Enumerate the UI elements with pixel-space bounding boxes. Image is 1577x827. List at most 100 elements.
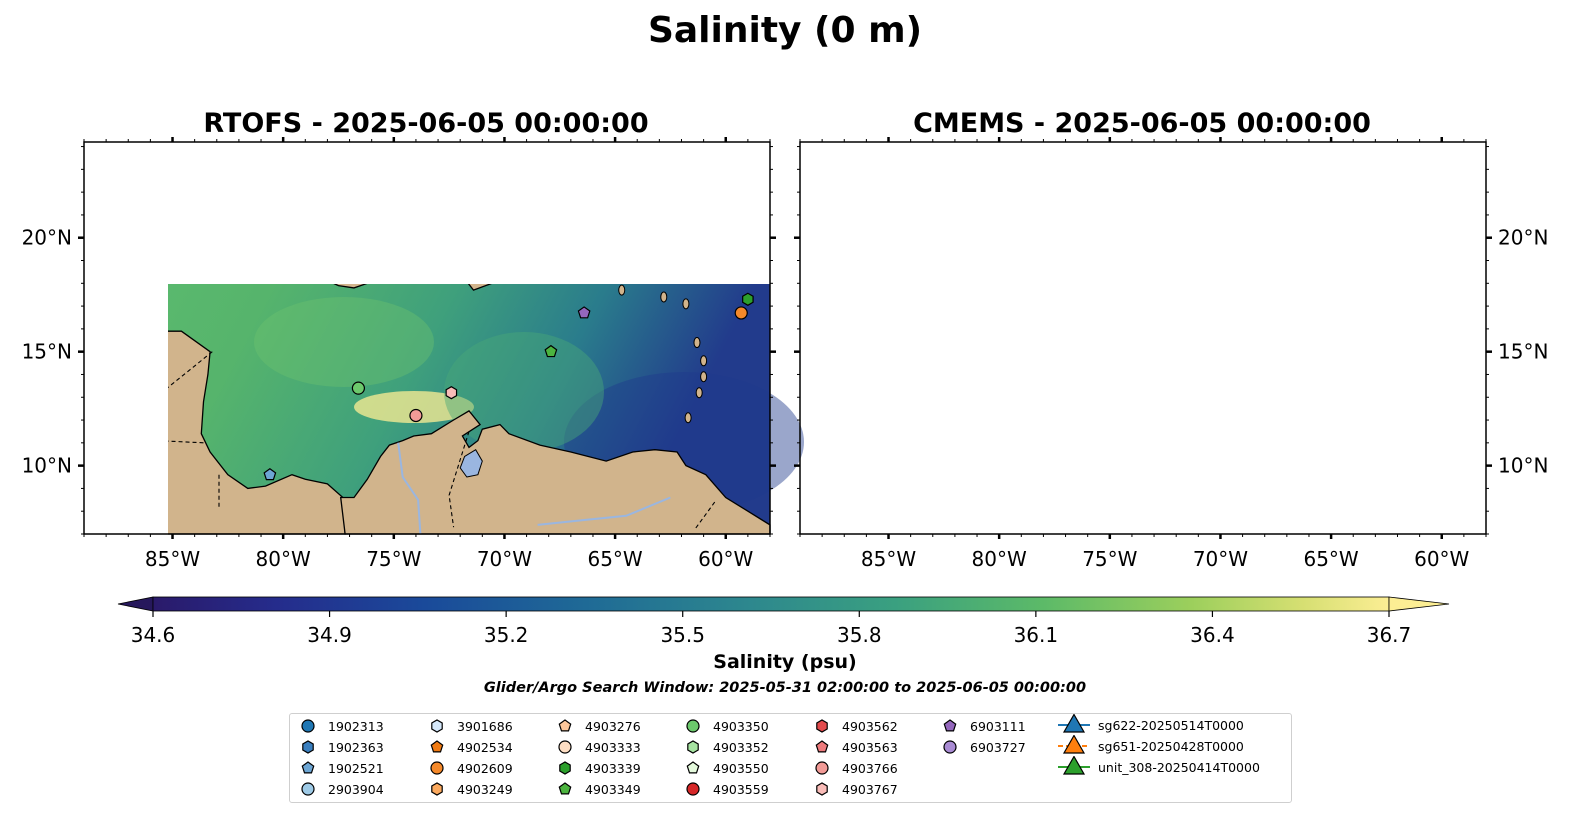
legend-marker-icon — [558, 782, 572, 795]
legend-marker-shape — [558, 740, 572, 754]
legend-glider-shape — [1062, 756, 1086, 775]
legend-entry: unit_308-20250414T0000 — [1058, 756, 1260, 777]
island — [1399, 299, 1405, 309]
legend-marker-shape — [816, 782, 828, 796]
legend-entry: sg622-20250514T0000 — [1058, 714, 1244, 735]
legend-marker-icon — [301, 719, 315, 733]
river — [537, 496, 671, 526]
lat-tick-label: 10°N — [1498, 454, 1548, 478]
platform-marker-1902363 — [1271, 175, 1281, 187]
island — [700, 371, 708, 383]
legend-marker-icon — [686, 761, 700, 774]
platform-marker-4903563 — [978, 257, 989, 268]
legend-label: 1902313 — [328, 718, 384, 734]
island — [684, 412, 692, 424]
platform-marker-4903352 — [1341, 207, 1351, 219]
platform-marker-4902534 — [545, 257, 556, 268]
map-panel-cmems: CMEMS - 2025-06-05 00:00:00 85°W 80°W 75°W… — [794, 108, 1548, 571]
lon-tick-label: 70°W — [477, 547, 532, 571]
legend-marker-icon — [301, 761, 315, 774]
lon-tick-label: 75°W — [366, 547, 421, 571]
legend-marker-shape — [815, 740, 829, 753]
legend-entry: 4902534 — [429, 737, 513, 757]
legend-marker-shape — [686, 719, 700, 733]
colorbar: 34.6 34.9 35.2 35.5 35.8 36.1 36.4 36.7 Salinit… — [117, 596, 1450, 673]
legend-label: 4903562 — [842, 718, 898, 734]
legend-marker-shape — [816, 719, 828, 733]
platform-marker-4903559 — [233, 257, 245, 269]
legend-marker-shape — [430, 740, 444, 753]
legend-label: 4903350 — [713, 718, 769, 734]
panel-title: CMEMS - 2025-06-05 00:00:00 — [913, 108, 1371, 139]
land-cuba — [175, 165, 412, 240]
platform-marker-6903727 — [1301, 218, 1313, 230]
island — [1410, 338, 1416, 348]
island — [614, 271, 620, 281]
platform-marker-4903339 — [742, 292, 754, 306]
lon-tick-label: 70°W — [1193, 547, 1248, 571]
platform-marker-4903249 — [872, 175, 882, 187]
platform-marker-4903767 — [445, 386, 458, 400]
legend-entry: 4903339 — [557, 758, 641, 778]
lon-tick-label: 85°W — [145, 547, 200, 571]
colorbar-tick-label: 36.1 — [1014, 623, 1059, 647]
legend-entry: 4903350 — [685, 716, 769, 736]
lon-tick-label: 65°W — [1303, 547, 1358, 571]
legend-label: unit_308-20250414T0000 — [1098, 759, 1260, 775]
legend-entry: 6903727 — [942, 737, 1026, 757]
platform-marker-4903563 — [262, 257, 273, 268]
platform-marker-6903111 — [1294, 307, 1305, 318]
river — [1254, 498, 1387, 525]
platform-marker-4903333 — [673, 152, 685, 164]
platform-marker-3901686 — [1421, 204, 1431, 216]
island — [695, 387, 703, 399]
platform-marker-4903350 — [1068, 382, 1080, 394]
legend-entry: 6903111 — [942, 716, 1026, 736]
legend-marker-icon — [430, 761, 444, 775]
island — [1417, 356, 1423, 366]
legend-marker-shape — [686, 761, 700, 774]
legend-marker-shape — [943, 740, 957, 754]
lake-maracaibo — [459, 449, 483, 478]
legend-marker-icon — [815, 740, 829, 753]
legend-marker-icon — [559, 761, 571, 775]
map-panel-rtofs: RTOFS - 2025-06-05 00:00:00 85°W 80°W 75°W… — [22, 108, 804, 571]
country-border — [1165, 431, 1185, 527]
salinity-field — [800, 142, 1486, 534]
country-border — [443, 247, 467, 270]
colorbar-ticks: 34.6 34.9 35.2 35.5 35.8 36.1 36.4 36.7 — [131, 611, 1411, 647]
country-border — [1411, 502, 1431, 529]
legend-label: 4903559 — [713, 781, 769, 797]
island — [682, 298, 690, 310]
platform-marker-4902609 — [1451, 307, 1463, 319]
colorbar-extend-low — [117, 596, 154, 612]
legend-marker-icon — [815, 761, 829, 775]
platform-marker-4903350 — [351, 381, 365, 395]
legend-entry: 4903767 — [814, 779, 898, 799]
legend-marker-shape — [815, 761, 829, 775]
legend-entry: 4903249 — [429, 779, 513, 799]
legend-marker-shape — [559, 761, 571, 775]
legend-glider-icon — [1058, 756, 1090, 775]
colorbar-tick-label: 35.8 — [837, 623, 882, 647]
legend-entry: 4903766 — [814, 758, 898, 778]
legend-label: sg651-20250428T0000 — [1098, 738, 1244, 754]
legend-label: 4903276 — [585, 718, 641, 734]
legend-label: 6903727 — [970, 739, 1026, 755]
platform-legend: 1902313 1902363 1902521 2903904 3901686 49025… — [289, 713, 1292, 803]
legend-entry: 4903562 — [814, 716, 898, 736]
island — [1377, 292, 1383, 302]
legend-entry: 4903349 — [557, 779, 641, 799]
legend-marker-icon — [816, 782, 828, 796]
legend-label: 4903550 — [713, 760, 769, 776]
lon-tick-label: 80°W — [972, 547, 1027, 571]
lon-tick-label: 85°W — [861, 547, 916, 571]
island — [693, 337, 701, 349]
missing-data-band — [800, 142, 1486, 156]
land-southAmerica — [1057, 411, 1486, 534]
legend-label: 4903339 — [585, 760, 641, 776]
island — [700, 355, 708, 367]
land-southAmerica — [339, 410, 771, 535]
land-jamaica — [333, 284, 368, 289]
